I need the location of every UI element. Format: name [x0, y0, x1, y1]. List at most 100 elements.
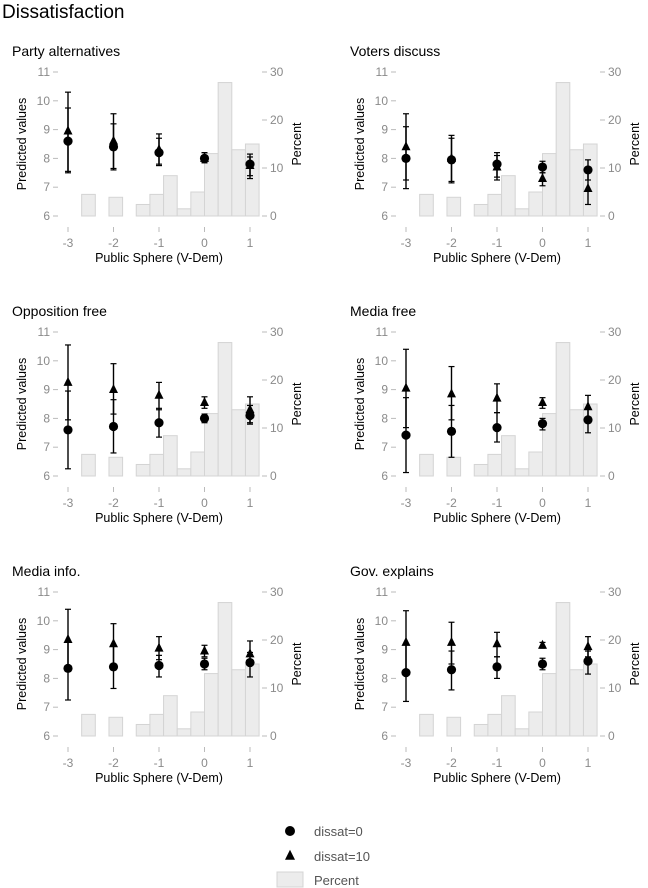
- x-tick-label: -1: [492, 756, 503, 770]
- point-triangle: [447, 388, 456, 398]
- x-tick-label: -3: [401, 236, 412, 250]
- x-tick-label: -1: [154, 236, 165, 250]
- point-triangle: [63, 376, 73, 386]
- y2-tick-label: 30: [608, 65, 622, 79]
- y2-tick-label: 10: [608, 161, 622, 175]
- panel: Opposition free 6 7 8 9 10 11 0 10 20 30 -3 -2 -1 0 1 Pu…: [12, 303, 304, 525]
- y2-axis-label: Percent: [628, 382, 642, 426]
- x-tick-label: 1: [585, 236, 592, 250]
- histogram-bar: [419, 193, 434, 217]
- histogram-bar: [446, 196, 462, 217]
- x-axis-label: Public Sphere (V-Dem): [433, 511, 561, 525]
- point-circle: [245, 410, 255, 421]
- point-circle: [583, 165, 593, 175]
- legend-label: dissat=0: [314, 824, 363, 839]
- y-tick-label: 6: [381, 469, 388, 483]
- histogram-bar: [81, 713, 96, 737]
- legend-label: dissat=10: [314, 849, 370, 864]
- legend-triangle-icon: [285, 849, 295, 860]
- y-axis-label: Predicted values: [15, 618, 29, 710]
- point-circle: [537, 659, 548, 669]
- y-tick-label: 10: [375, 94, 389, 108]
- y2-axis-label: Percent: [290, 122, 304, 166]
- point-triangle: [401, 141, 411, 151]
- y2-tick-label: 30: [608, 585, 622, 599]
- y-tick-label: 11: [376, 325, 389, 339]
- point-triangle: [200, 645, 209, 655]
- y-tick-label: 11: [376, 65, 389, 79]
- y-tick-label: 9: [43, 643, 50, 657]
- y-tick-label: 6: [43, 209, 50, 223]
- y2-tick-label: 30: [608, 325, 622, 339]
- panel: Gov. explains 6 7 8 9 10 11 0 10 20 30 -3 -2 -1 0 1 Publ…: [350, 563, 642, 785]
- x-tick-label: 1: [585, 756, 592, 770]
- legend-label: Percent: [314, 873, 359, 888]
- y-tick-label: 11: [38, 585, 51, 599]
- point-circle: [154, 148, 164, 158]
- y-tick-label: 10: [375, 614, 389, 628]
- point-triangle: [63, 633, 73, 643]
- histogram-bar: [514, 468, 530, 477]
- point-circle: [446, 665, 457, 675]
- x-tick-label: -2: [108, 236, 119, 250]
- x-tick-label: 0: [539, 496, 546, 510]
- histogram-bar: [231, 409, 246, 477]
- y2-tick-label: 0: [608, 469, 615, 483]
- point-triangle: [447, 636, 456, 646]
- point-triangle: [538, 172, 547, 182]
- y-tick-label: 9: [43, 383, 50, 397]
- histogram-bar: [163, 695, 178, 737]
- y-tick-label: 7: [43, 440, 50, 454]
- y2-tick-label: 0: [608, 209, 615, 223]
- y-tick-label: 6: [43, 729, 50, 743]
- histogram-bar: [582, 403, 598, 477]
- point-triangle: [583, 641, 593, 651]
- point-circle: [199, 153, 210, 163]
- y2-tick-label: 10: [270, 421, 284, 435]
- y-tick-label: 11: [38, 325, 51, 339]
- y-tick-label: 7: [381, 440, 388, 454]
- y-tick-label: 9: [381, 383, 388, 397]
- point-triangle: [401, 636, 411, 646]
- point-circle: [199, 659, 210, 669]
- y2-tick-label: 20: [270, 633, 284, 647]
- histogram-bar: [528, 451, 543, 477]
- point-triangle: [245, 404, 255, 414]
- histogram-bar: [569, 149, 584, 217]
- histogram-bar: [176, 728, 192, 737]
- y-tick-label: 10: [37, 614, 51, 628]
- panel: Party alternatives 6 7 8 9 10 11 0 10 20 30 -3 -2 -1 0…: [12, 43, 304, 265]
- x-tick-label: 0: [201, 236, 208, 250]
- histogram-bar: [190, 451, 206, 477]
- histogram-bar: [244, 663, 260, 737]
- point-triangle: [538, 396, 547, 406]
- y2-tick-label: 20: [608, 373, 622, 387]
- point-triangle: [154, 642, 164, 652]
- y-tick-label: 7: [381, 180, 388, 194]
- x-tick-label: 1: [247, 756, 254, 770]
- histogram-bar: [217, 602, 233, 737]
- histogram-bar: [108, 196, 124, 217]
- x-tick-label: 1: [585, 496, 592, 510]
- y-tick-label: 7: [43, 180, 50, 194]
- x-tick-label: -3: [63, 756, 74, 770]
- x-axis-label: Public Sphere (V-Dem): [433, 251, 561, 265]
- panel-title: Gov. explains: [350, 563, 434, 579]
- point-circle: [401, 668, 411, 678]
- panel: Media free 6 7 8 9 10 11 0 10 20 30 -3 -2 -1 0 1 Public …: [350, 303, 642, 525]
- point-triangle: [583, 401, 593, 411]
- x-tick-label: -1: [492, 236, 503, 250]
- y-tick-label: 9: [43, 123, 50, 137]
- histogram-bar: [542, 673, 557, 737]
- histogram-bar: [217, 82, 233, 217]
- x-axis-label: Public Sphere (V-Dem): [95, 511, 223, 525]
- histogram-bar: [528, 711, 543, 737]
- point-circle: [108, 142, 119, 152]
- x-tick-label: 1: [247, 236, 254, 250]
- histogram-bar: [108, 716, 124, 737]
- histogram-bar: [81, 193, 96, 217]
- point-triangle: [401, 382, 411, 392]
- panel: Voters discuss 6 7 8 9 10 11 0 10 20 30 -3 -2 -1 0 1 Pub…: [350, 43, 642, 265]
- histogram-bar: [176, 468, 192, 477]
- point-circle: [583, 415, 593, 425]
